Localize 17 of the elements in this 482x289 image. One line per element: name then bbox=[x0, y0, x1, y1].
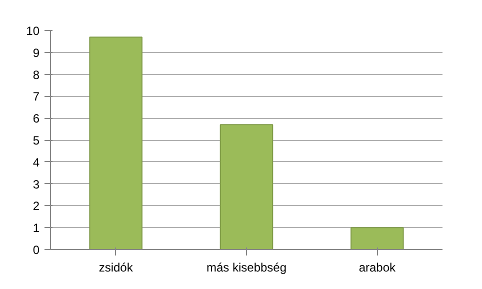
x-tick-label: arabok bbox=[358, 260, 397, 274]
y-tick-label: 1 bbox=[32, 221, 40, 236]
y-tick-label: 3 bbox=[32, 177, 40, 192]
y-tick-label: 5 bbox=[32, 134, 40, 148]
y-tick-label: 4 bbox=[32, 155, 40, 170]
y-tick-label: 6 bbox=[32, 112, 40, 126]
x-tick-label: zsidók bbox=[98, 260, 134, 274]
y-tick-label: 2 bbox=[32, 199, 40, 214]
bar bbox=[350, 227, 404, 250]
y-tick-label: 9 bbox=[32, 46, 40, 60]
y-tick-label: 7 bbox=[32, 90, 40, 104]
x-tick-label: más kisebbség bbox=[206, 260, 287, 274]
bar bbox=[89, 36, 142, 250]
y-tick-label: 10 bbox=[26, 24, 40, 38]
y-tick-label: 8 bbox=[32, 68, 40, 82]
bar bbox=[220, 124, 274, 250]
y-tick-label: 0 bbox=[32, 243, 40, 257]
